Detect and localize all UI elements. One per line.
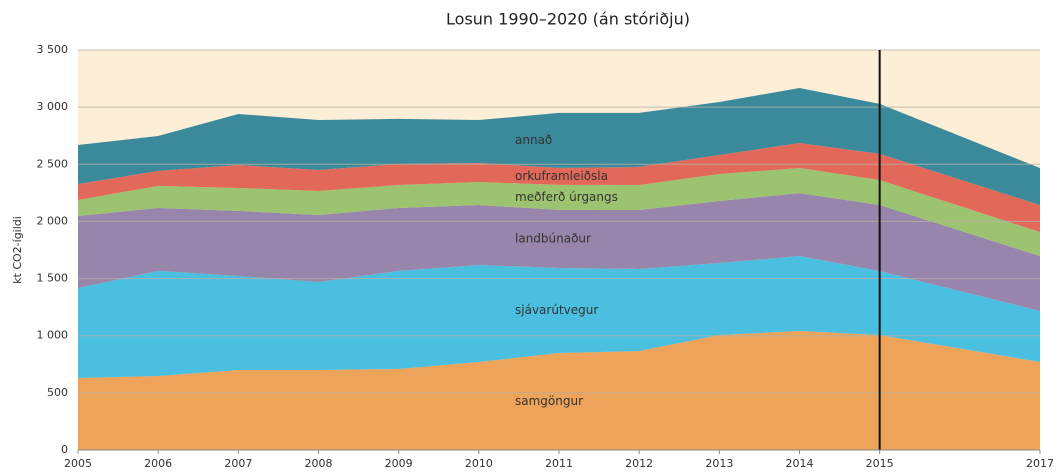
y-tick-label: 1 500 <box>37 272 69 285</box>
series-label: landbúnaður <box>515 231 591 245</box>
x-tick-label: 2015 <box>866 457 894 470</box>
y-axis-label: kt CO2-ígildi <box>11 216 24 284</box>
y-tick-label: 3 000 <box>37 100 69 113</box>
x-tick-label: 2012 <box>625 457 653 470</box>
chart-title: Losun 1990–2020 (án stóriðju) <box>446 10 690 29</box>
series-label: annað <box>515 133 552 147</box>
x-tick-label: 2006 <box>144 457 172 470</box>
series-label: samgöngur <box>515 394 583 408</box>
y-tick-label: 0 <box>61 443 68 456</box>
x-tick-label: 2009 <box>385 457 413 470</box>
area <box>78 88 1040 206</box>
x-tick-label: 2014 <box>786 457 814 470</box>
area <box>78 256 1040 378</box>
y-tick-label: 2 500 <box>37 157 69 170</box>
area <box>78 143 1040 233</box>
area <box>78 168 1040 257</box>
series-label: meðferð úrgangs <box>515 190 618 204</box>
y-tick-label: 500 <box>47 386 68 399</box>
x-tick-label: 2008 <box>305 457 333 470</box>
x-tick-label: 2011 <box>545 457 573 470</box>
series-label: sjávarútvegur <box>515 303 598 317</box>
area <box>78 193 1040 312</box>
x-tick-label: 2013 <box>705 457 733 470</box>
x-tick-label: 2010 <box>465 457 493 470</box>
area <box>78 331 1040 450</box>
y-tick-label: 3 500 <box>37 43 69 56</box>
x-tick-label: 2007 <box>224 457 252 470</box>
y-tick-label: 1 000 <box>37 329 69 342</box>
y-tick-label: 2 000 <box>37 214 69 227</box>
x-tick-label: 2017 <box>1026 457 1054 470</box>
x-tick-label: 2005 <box>64 457 92 470</box>
series-label: orkuframleiðsla <box>515 169 608 183</box>
